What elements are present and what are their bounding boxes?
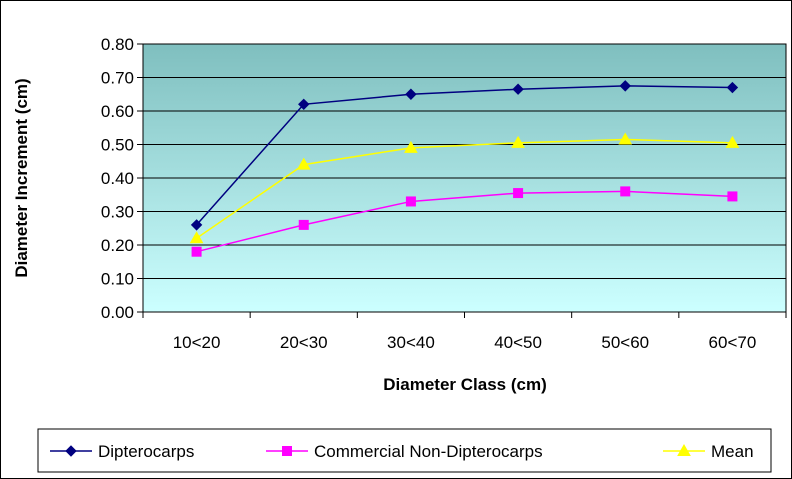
data-point xyxy=(190,219,203,231)
series-1 xyxy=(191,186,738,257)
series-line xyxy=(196,85,733,226)
x-tick-label: 10<20 xyxy=(173,333,221,352)
data-point xyxy=(189,231,204,244)
legend-entry: Dipterocarps xyxy=(50,442,194,461)
legend-label: Dipterocarps xyxy=(98,442,194,461)
series-line xyxy=(196,190,733,253)
data-point xyxy=(513,188,524,199)
y-tick-label: 0.20 xyxy=(101,236,134,255)
y-axis: 0.00 0.10 0.20 0.30 0.40 0.50 0.60 0.70 0.80 xyxy=(101,35,143,322)
data-point xyxy=(620,186,631,197)
data-point xyxy=(726,81,739,94)
y-axis-title: Diameter Increment (cm) xyxy=(12,78,31,277)
x-tick-label: 40<50 xyxy=(494,333,542,352)
data-point xyxy=(618,132,633,145)
data-point xyxy=(619,80,631,92)
legend-marker xyxy=(677,443,691,456)
x-tick-label: 60<70 xyxy=(709,333,757,352)
data-point xyxy=(296,157,311,170)
y-tick-label: 0.60 xyxy=(101,102,134,121)
y-tick-label: 0.50 xyxy=(101,136,134,155)
data-point xyxy=(727,191,738,202)
y-tick-label: 0.30 xyxy=(101,203,134,222)
series-2 xyxy=(189,132,740,244)
legend: Dipterocarps Commercial Non-Dipterocarps M… xyxy=(50,442,754,461)
gridlines xyxy=(143,77,786,279)
y-tick-label: 0.70 xyxy=(101,69,134,88)
y-tick-label: 0.40 xyxy=(101,169,134,188)
legend-box xyxy=(37,428,772,473)
x-tick-label: 20<30 xyxy=(280,333,328,352)
y-tick-label: 0.00 xyxy=(101,303,134,322)
legend-entry: Mean xyxy=(663,442,754,461)
series-line xyxy=(196,138,733,239)
x-tick-label: 30<40 xyxy=(387,333,435,352)
x-axis-title: Diameter Class (cm) xyxy=(383,375,546,394)
series-0 xyxy=(190,80,739,231)
data-point xyxy=(725,135,740,148)
series-layer xyxy=(189,80,740,257)
legend-marker xyxy=(282,446,292,456)
data-point xyxy=(404,140,418,153)
data-point xyxy=(405,196,416,207)
data-point xyxy=(191,246,202,257)
legend-label: Mean xyxy=(711,442,754,461)
x-axis: 10<20 20<30 30<40 40<50 50<60 60<70 xyxy=(142,312,787,352)
data-point xyxy=(512,83,524,95)
legend-label: Commercial Non-Dipterocarps xyxy=(314,442,543,461)
data-point xyxy=(298,98,310,111)
data-point xyxy=(298,219,309,230)
data-point xyxy=(511,135,525,148)
x-tick-label: 50<60 xyxy=(601,333,649,352)
y-tick-label: 0.10 xyxy=(101,270,134,289)
data-point xyxy=(405,88,417,100)
y-tick-label: 0.80 xyxy=(101,35,134,54)
legend-entry: Commercial Non-Dipterocarps xyxy=(266,442,543,461)
legend-marker xyxy=(65,445,77,457)
